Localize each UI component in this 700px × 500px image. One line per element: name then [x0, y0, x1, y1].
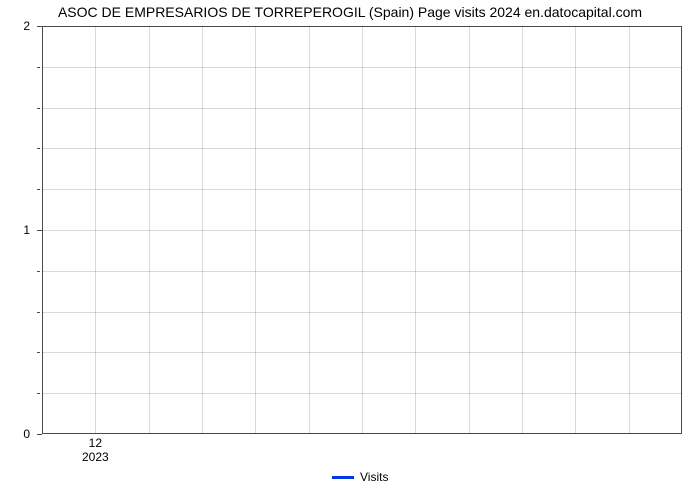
y-tick-label: 1 [0, 223, 30, 237]
gridline-v [629, 26, 630, 434]
gridline-v [575, 26, 576, 434]
gridline-v [149, 26, 150, 434]
gridline-v [415, 26, 416, 434]
gridline-v [309, 26, 310, 434]
y-minor-tick-mark [37, 352, 40, 353]
y-minor-tick-mark [37, 67, 40, 68]
x-tick-sublabel: 2023 [82, 450, 109, 464]
legend: Visits [332, 470, 388, 484]
y-tick-mark [37, 230, 42, 231]
y-minor-tick-mark [37, 189, 40, 190]
gridline-v [469, 26, 470, 434]
y-tick-mark [37, 434, 42, 435]
gridline-v [522, 26, 523, 434]
legend-label: Visits [360, 470, 388, 484]
y-tick-mark [37, 26, 42, 27]
y-minor-tick-mark [37, 148, 40, 149]
chart-title: ASOC DE EMPRESARIOS DE TORREPEROGIL (Spa… [0, 4, 700, 20]
gridline-v [202, 26, 203, 434]
gridline-v [255, 26, 256, 434]
y-minor-tick-mark [37, 312, 40, 313]
gridline-v [362, 26, 363, 434]
legend-swatch [332, 476, 354, 479]
y-minor-tick-mark [37, 393, 40, 394]
x-tick-label: 12 [89, 436, 102, 450]
y-tick-label: 0 [0, 427, 30, 441]
plot-area [42, 26, 682, 434]
y-tick-label: 2 [0, 19, 30, 33]
gridline-v [95, 26, 96, 434]
chart-container: ASOC DE EMPRESARIOS DE TORREPEROGIL (Spa… [0, 0, 700, 500]
y-minor-tick-mark [37, 108, 40, 109]
y-minor-tick-mark [37, 271, 40, 272]
